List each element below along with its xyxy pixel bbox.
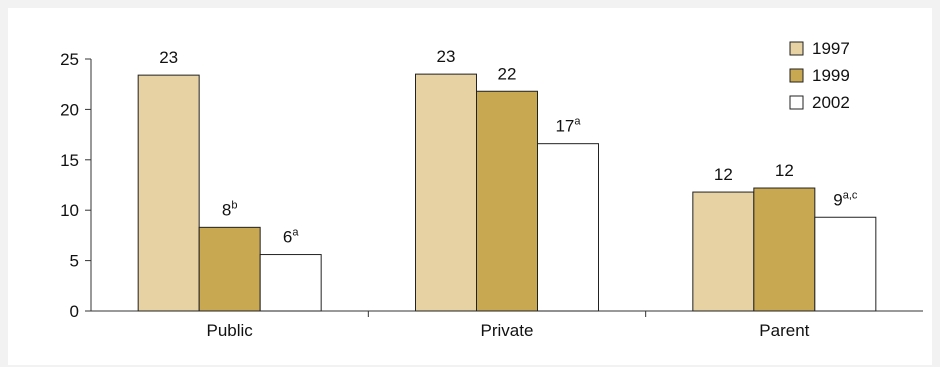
- bar-2002-parent: [814, 216, 877, 312]
- chart-panel: 0 5 10 15 20 25 Public Private Parent 23 8b 6a 23 22…: [8, 8, 932, 365]
- data-label: 8b: [222, 199, 238, 219]
- legend-label: 1997: [812, 39, 850, 58]
- x-category-label: Public: [207, 321, 254, 340]
- data-label: 12: [714, 165, 733, 184]
- bar-chart: 0 5 10 15 20 25 Public Private Parent 23 8b 6a 23 22…: [60, 39, 923, 340]
- axes: 0 5 10 15 20 25 Public Private Parent: [60, 50, 923, 340]
- data-label: 9a,c: [833, 189, 858, 209]
- data-label: 17a: [555, 116, 581, 136]
- legend: 1997 1999 2002: [789, 39, 850, 112]
- bar-1997-parent: [692, 191, 755, 312]
- y-tick-label: 5: [70, 252, 79, 271]
- y-tick-label: 10: [60, 201, 79, 220]
- data-label-superscript: a: [574, 116, 581, 128]
- x-category-label: Parent: [759, 321, 809, 340]
- bar-2002-public: [259, 254, 322, 312]
- y-tick-label: 20: [60, 100, 79, 119]
- bar-1999-parent: [753, 187, 816, 312]
- data-label: 22: [498, 64, 517, 83]
- data-label: 6a: [283, 227, 299, 247]
- bars: [137, 73, 877, 312]
- data-label-superscript: b: [231, 199, 237, 211]
- legend-label: 1999: [812, 66, 850, 85]
- data-labels: 23 8b 6a 23 22 17a 12 12 9a,c: [159, 47, 858, 246]
- bar-1997-private: [415, 73, 477, 312]
- bar-1999-public: [198, 226, 261, 312]
- y-tick-label: 0: [70, 302, 79, 321]
- bar-2002-private: [537, 143, 599, 312]
- data-label-superscript: a: [292, 227, 299, 239]
- legend-swatch-1999: [789, 68, 804, 83]
- legend-swatch-2002: [789, 95, 804, 110]
- legend-swatch-1997: [789, 41, 804, 56]
- legend-label: 2002: [812, 93, 850, 112]
- bar-1997-public: [137, 74, 200, 312]
- y-tick-label: 25: [60, 50, 79, 69]
- y-tick-label: 15: [60, 151, 79, 170]
- data-label-superscript: a,c: [843, 189, 858, 201]
- bar-1999-private: [476, 90, 538, 312]
- x-category-label: Private: [481, 321, 534, 340]
- data-label: 12: [775, 161, 794, 180]
- data-label: 23: [159, 48, 178, 67]
- data-label: 23: [437, 47, 456, 66]
